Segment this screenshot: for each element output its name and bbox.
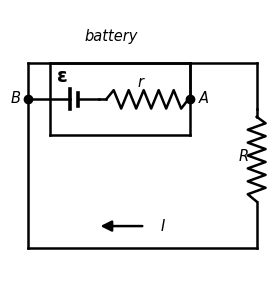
Text: R: R [239,149,249,164]
Text: r: r [138,75,144,90]
Text: ε: ε [57,67,68,86]
Text: A: A [199,91,209,106]
Text: B: B [10,91,20,106]
Text: battery: battery [85,29,138,43]
Text: I: I [161,219,165,234]
